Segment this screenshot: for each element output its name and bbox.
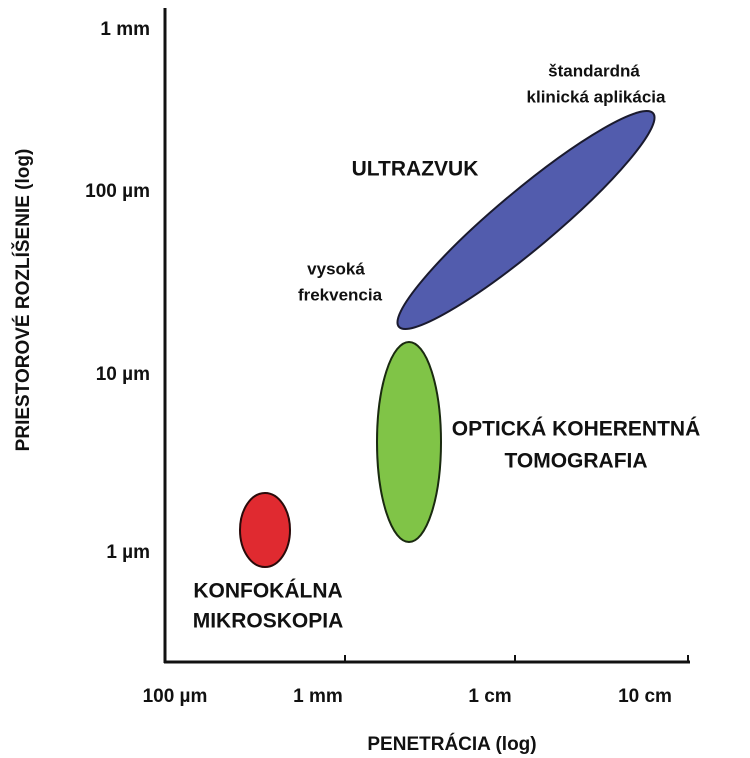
- x-tick-label: 1 cm: [468, 686, 511, 707]
- x-tick-label: 100 µm: [143, 686, 208, 707]
- x-tick-label: 1 mm: [293, 686, 343, 707]
- region-label: TOMOGRAFIA: [504, 450, 647, 473]
- oct-region: [376, 341, 442, 543]
- region-label: KONFOKÁLNA: [193, 580, 342, 603]
- region-label: ULTRAZVUK: [352, 158, 479, 181]
- y-tick-label: 10 µm: [96, 364, 150, 385]
- region-label: MIKROSKOPIA: [193, 610, 344, 633]
- y-tick-label: 1 mm: [100, 19, 150, 40]
- x-tick-label: 10 cm: [618, 686, 672, 707]
- region-label: OPTICKÁ KOHERENTNÁ: [452, 418, 701, 441]
- region-label: vysoká: [307, 259, 365, 278]
- y-tick-label: 100 µm: [85, 181, 150, 202]
- ultrasound-region: [396, 110, 656, 330]
- y-axis-title: PRIESTOROVÉ ROZLÍŠENIE (log): [12, 149, 34, 452]
- region-label: klinická aplikácia: [527, 87, 666, 106]
- region-label: štandardná: [548, 61, 640, 80]
- confocal-region: [239, 492, 291, 568]
- region-label: frekvencia: [298, 285, 383, 304]
- x-axis-title: PENETRÁCIA (log): [367, 733, 536, 755]
- y-tick-label: 1 µm: [106, 542, 150, 563]
